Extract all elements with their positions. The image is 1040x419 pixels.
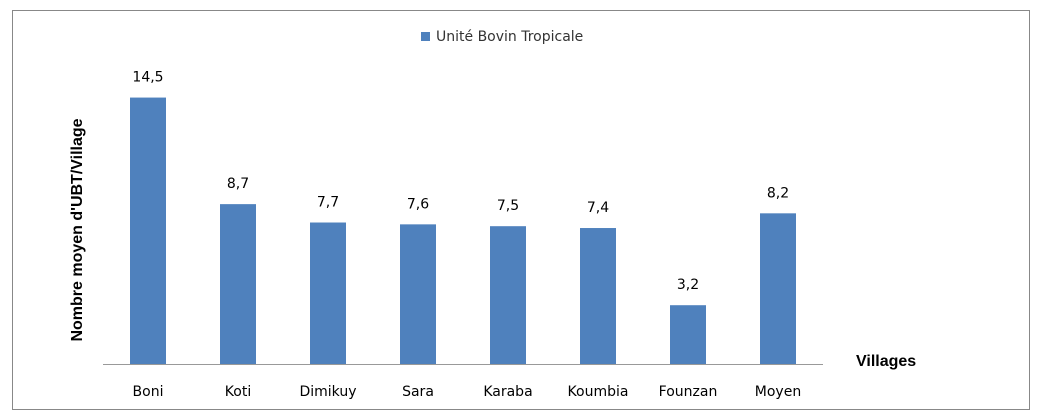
chart-border — [12, 10, 1030, 410]
bar — [400, 224, 436, 364]
legend-label: Unité Bovin Tropicale — [436, 29, 583, 45]
legend-swatch — [421, 32, 430, 41]
bar — [490, 226, 526, 364]
x-tick-label: Karaba — [483, 384, 532, 400]
x-tick-label: Koti — [225, 384, 251, 400]
data-label: 8,7 — [227, 176, 249, 192]
bar — [220, 204, 256, 364]
x-tick-label: Koumbia — [568, 384, 629, 400]
x-axis-title: Villages — [856, 353, 916, 370]
x-tick-label: Sara — [402, 384, 434, 400]
x-tick-label: Founzan — [659, 384, 718, 400]
x-tick-label: Boni — [133, 384, 164, 400]
data-label: 8,2 — [767, 185, 789, 201]
data-label: 7,5 — [497, 198, 519, 214]
bar — [130, 97, 166, 364]
bar — [670, 305, 706, 364]
bar — [760, 213, 796, 364]
x-tick-label: Dimikuy — [299, 384, 356, 400]
bar — [310, 222, 346, 364]
bar — [580, 228, 616, 364]
data-label: 14,5 — [132, 70, 163, 86]
data-label: 7,4 — [587, 200, 609, 216]
data-label: 7,7 — [317, 195, 339, 211]
data-label: 3,2 — [677, 277, 699, 293]
y-axis-title: Nombre moyen d'UBT/Village — [69, 118, 86, 341]
x-tick-label: Moyen — [755, 384, 801, 400]
data-label: 7,6 — [407, 196, 429, 212]
